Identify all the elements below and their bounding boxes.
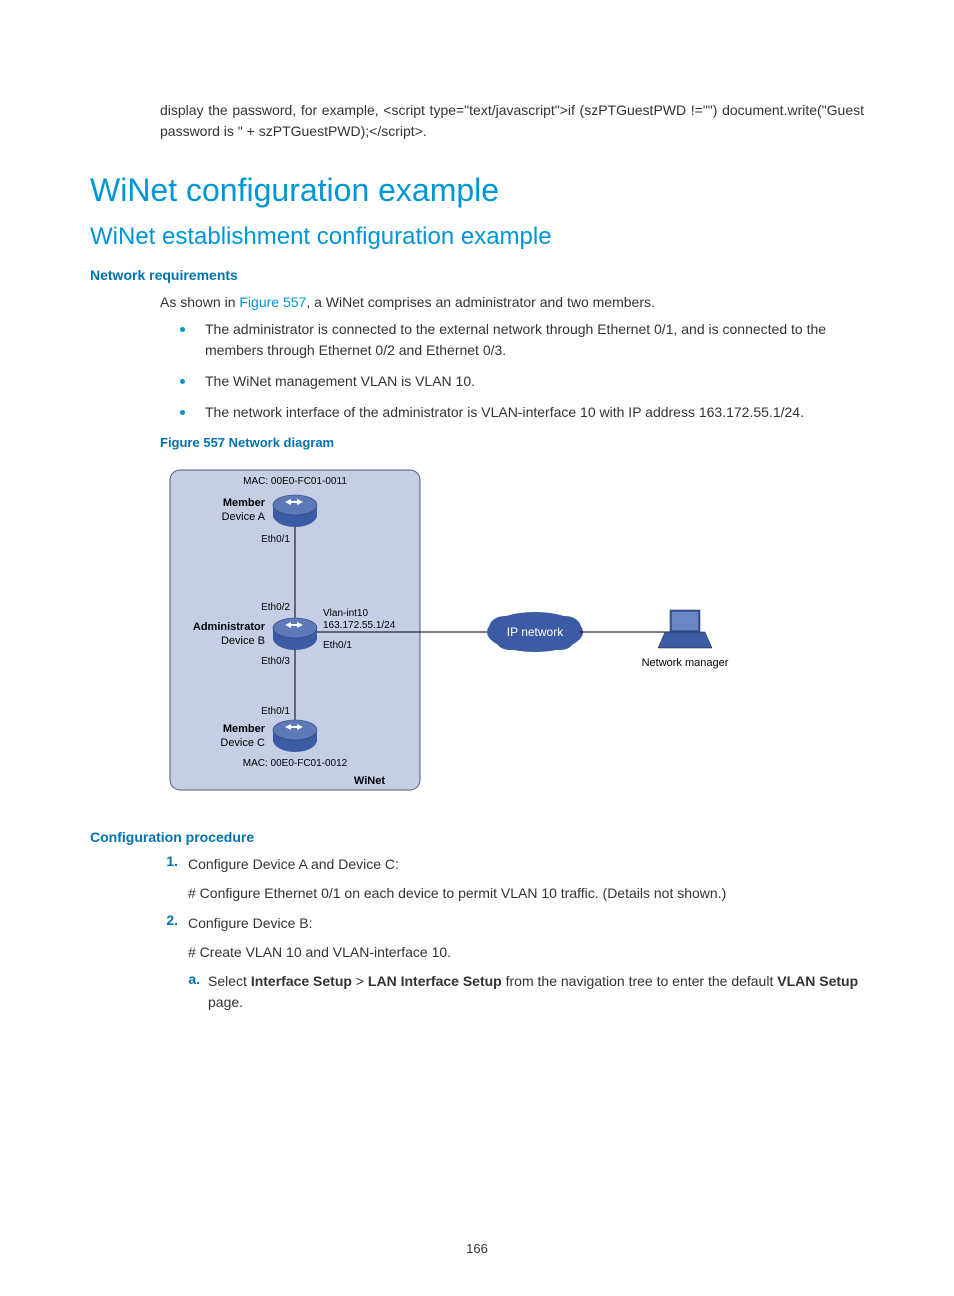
administrator-bold: Administrator (193, 621, 266, 633)
step1-sub: # Configure Ethernet 0/1 on each device … (188, 882, 864, 904)
bullet-item: The WiNet management VLAN is VLAN 10. (180, 371, 864, 392)
bullet-dot-icon (180, 410, 185, 415)
ip-network-cloud: IP network (487, 612, 583, 652)
heading-configuration-procedure: Configuration procedure (90, 829, 864, 845)
req-intro-post: , a WiNet comprises an administrator and… (306, 294, 655, 310)
eth-b3-label: Eth0/3 (261, 656, 290, 667)
nav-vlan-setup: VLAN Setup (777, 973, 858, 989)
procedure-step: 1. Configure Device A and Device C: (152, 853, 864, 875)
req-intro: As shown in Figure 557, a WiNet comprise… (160, 291, 864, 313)
figure-caption: Figure 557 Network diagram (160, 435, 864, 450)
network-diagram: IP network Network manager MAC: 00E0-FC0… (160, 460, 864, 805)
winet-box-label: WiNet (354, 775, 385, 787)
nav-lan-interface-setup: LAN Interface Setup (368, 973, 502, 989)
page-number: 166 (0, 1241, 954, 1256)
bullet-item: The administrator is connected to the ex… (180, 319, 864, 361)
network-manager-icon (658, 610, 712, 648)
bullet-text: The WiNet management VLAN is VLAN 10. (205, 371, 475, 392)
substep-item: a. Select Interface Setup > LAN Interfac… (178, 971, 864, 1013)
device-a-label: Device A (222, 511, 266, 523)
step-number: 1. (152, 853, 178, 869)
heading-h2: WiNet establishment configuration exampl… (90, 223, 864, 251)
requirements-bullet-list: The administrator is connected to the ex… (180, 319, 864, 423)
bullet-dot-icon (180, 379, 185, 384)
step-text: Configure Device A and Device C: (188, 853, 864, 875)
network-manager-label: Network manager (642, 657, 729, 669)
intro-paragraph: display the password, for example, <scri… (160, 100, 864, 142)
vlan-int-label: Vlan-int10 (323, 608, 368, 619)
router-a-icon (273, 495, 317, 527)
bullet-item: The network interface of the administrat… (180, 402, 864, 423)
member-c-bold: Member (223, 723, 266, 735)
procedure-step: 2. Configure Device B: (152, 912, 864, 934)
substep-list: a. Select Interface Setup > LAN Interfac… (178, 971, 864, 1013)
substep-mid: from the navigation tree to enter the de… (502, 973, 778, 989)
bullet-text: The administrator is connected to the ex… (205, 319, 864, 361)
heading-network-requirements: Network requirements (90, 267, 864, 283)
step-text: Configure Device B: (188, 912, 864, 934)
device-b-label: Device B (221, 635, 265, 647)
router-c-icon (273, 720, 317, 752)
diagram-svg: IP network Network manager MAC: 00E0-FC0… (160, 460, 780, 800)
heading-h1: WiNet configuration example (90, 172, 864, 209)
vlan-ip-label: 163.172.55.1/24 (323, 620, 396, 631)
eth-b1-label: Eth0/1 (323, 640, 352, 651)
cloud-label: IP network (507, 625, 564, 639)
eth-c-label: Eth0/1 (261, 706, 290, 717)
member-a-bold: Member (223, 497, 266, 509)
bullet-text: The network interface of the administrat… (205, 402, 804, 423)
step2-sub: # Create VLAN 10 and VLAN-interface 10. (188, 941, 864, 963)
substep-post: page. (208, 994, 243, 1010)
substep-letter: a. (178, 971, 200, 1013)
substep-text: Select Interface Setup > LAN Interface S… (208, 971, 864, 1013)
figure-link[interactable]: Figure 557 (239, 294, 306, 310)
mac-a-label: MAC: 00E0-FC01-0011 (243, 476, 347, 487)
nav-interface-setup: Interface Setup (251, 973, 352, 989)
document-page: display the password, for example, <scri… (0, 0, 954, 1296)
procedure-list: 2. Configure Device B: (152, 912, 864, 934)
step-number: 2. (152, 912, 178, 928)
bullet-dot-icon (180, 327, 185, 332)
nav-gt: > (352, 973, 368, 989)
procedure-list: 1. Configure Device A and Device C: (152, 853, 864, 875)
eth-a-label: Eth0/1 (261, 534, 290, 545)
eth-b2-label: Eth0/2 (261, 602, 290, 613)
router-b-icon (273, 618, 317, 650)
mac-c-label: MAC: 00E0-FC01-0012 (243, 758, 348, 769)
substep-pre: Select (208, 973, 251, 989)
req-intro-pre: As shown in (160, 294, 239, 310)
device-c-label: Device C (220, 737, 265, 749)
